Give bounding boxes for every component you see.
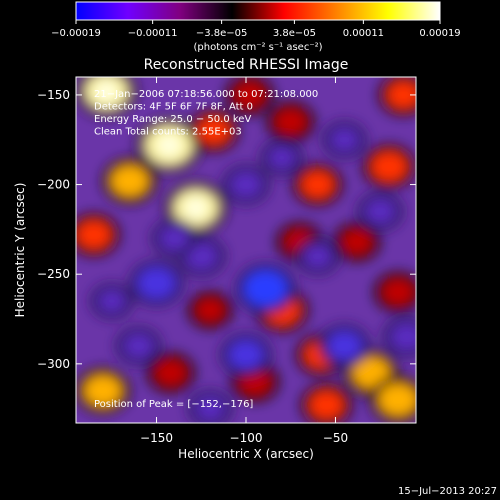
chart-title: Reconstructed RHESSI Image: [144, 57, 349, 73]
negative-source: [160, 226, 189, 251]
colorbar: [75, 1, 441, 21]
positive-source: [382, 279, 414, 306]
positive-source: [197, 117, 231, 145]
colorbar-units: (photons cm⁻² s⁻¹ asec⁻²): [193, 42, 322, 53]
y-tick-label: −200: [37, 178, 70, 192]
colorbar-tick-label: −3.8e−05: [196, 28, 248, 39]
positive-source: [84, 375, 122, 407]
colorbar-tick-label: 0.00011: [343, 28, 384, 39]
positive-source: [233, 81, 266, 108]
positive-source: [154, 359, 187, 386]
annotation-line: 21−Jan−2006 07:18:56.000 to 07:21:08.000: [94, 89, 318, 100]
positive-source: [300, 170, 335, 199]
annotation-line: Detectors: 4F 5F 6F 7F 8F, Att 0: [94, 102, 253, 113]
negative-source: [98, 290, 125, 312]
timestamp: 15−Jul−2013 20:27: [398, 486, 497, 497]
positive-source: [110, 165, 149, 197]
x-tick-label: −100: [230, 431, 263, 445]
x-tick-label: −150: [140, 431, 173, 445]
annotation-line: Energy Range: 25.0 − 50.0 keV: [94, 114, 251, 125]
colorbar-tick-label: −0.00019: [51, 28, 101, 39]
source-core: [95, 81, 118, 102]
positive-source: [378, 383, 416, 416]
positive-source: [274, 108, 307, 135]
positive-source: [76, 220, 112, 250]
positive-source: [371, 151, 408, 182]
negative-source: [268, 147, 295, 169]
positive-source: [341, 229, 373, 255]
colorbar-tick-label: 3.8e−05: [273, 28, 316, 39]
colorbar-ticks: −0.00019 −0.00011 −3.8e−05 3.8e−05 0.00011 0.…: [51, 20, 461, 39]
negative-source: [243, 270, 288, 307]
source-core: [157, 134, 182, 157]
negative-source: [124, 334, 154, 358]
heatmap-image: [76, 77, 416, 423]
y-tick-label: −250: [37, 267, 70, 281]
x-axis-label: Heliocentric X (arcsec): [178, 447, 314, 461]
negative-source: [196, 397, 224, 420]
source-core: [184, 197, 208, 219]
negative-source: [230, 172, 262, 197]
positive-source: [309, 390, 344, 420]
x-axis-ticks: −150 −100 −50: [140, 77, 348, 445]
x-tick-label: −50: [323, 431, 348, 445]
negative-source: [303, 245, 332, 268]
colorbar-tick-label: 0.00019: [419, 28, 460, 39]
peak-position-label: Position of Peak = [−152,−176]: [94, 399, 253, 410]
annotation-block: 21−Jan−2006 07:18:56.000 to 07:21:08.000…: [94, 89, 318, 138]
negative-source: [365, 199, 395, 224]
negative-source: [228, 340, 264, 370]
y-tick-label: −300: [37, 357, 70, 371]
negative-source: [327, 331, 362, 361]
positive-source: [195, 298, 225, 322]
positive-source: [386, 81, 416, 109]
annotation-line: Clean Total counts: 2.55E+03: [94, 127, 242, 138]
y-axis-label: Heliocentric Y (arcsec): [13, 183, 27, 318]
negative-source: [137, 267, 176, 299]
colorbar-tick-label: −0.00011: [128, 28, 178, 39]
y-tick-label: −150: [37, 88, 70, 102]
negative-source: [330, 128, 359, 151]
negative-source: [391, 323, 416, 350]
y-axis-ticks: −150 −200 −250 −300: [37, 88, 416, 371]
